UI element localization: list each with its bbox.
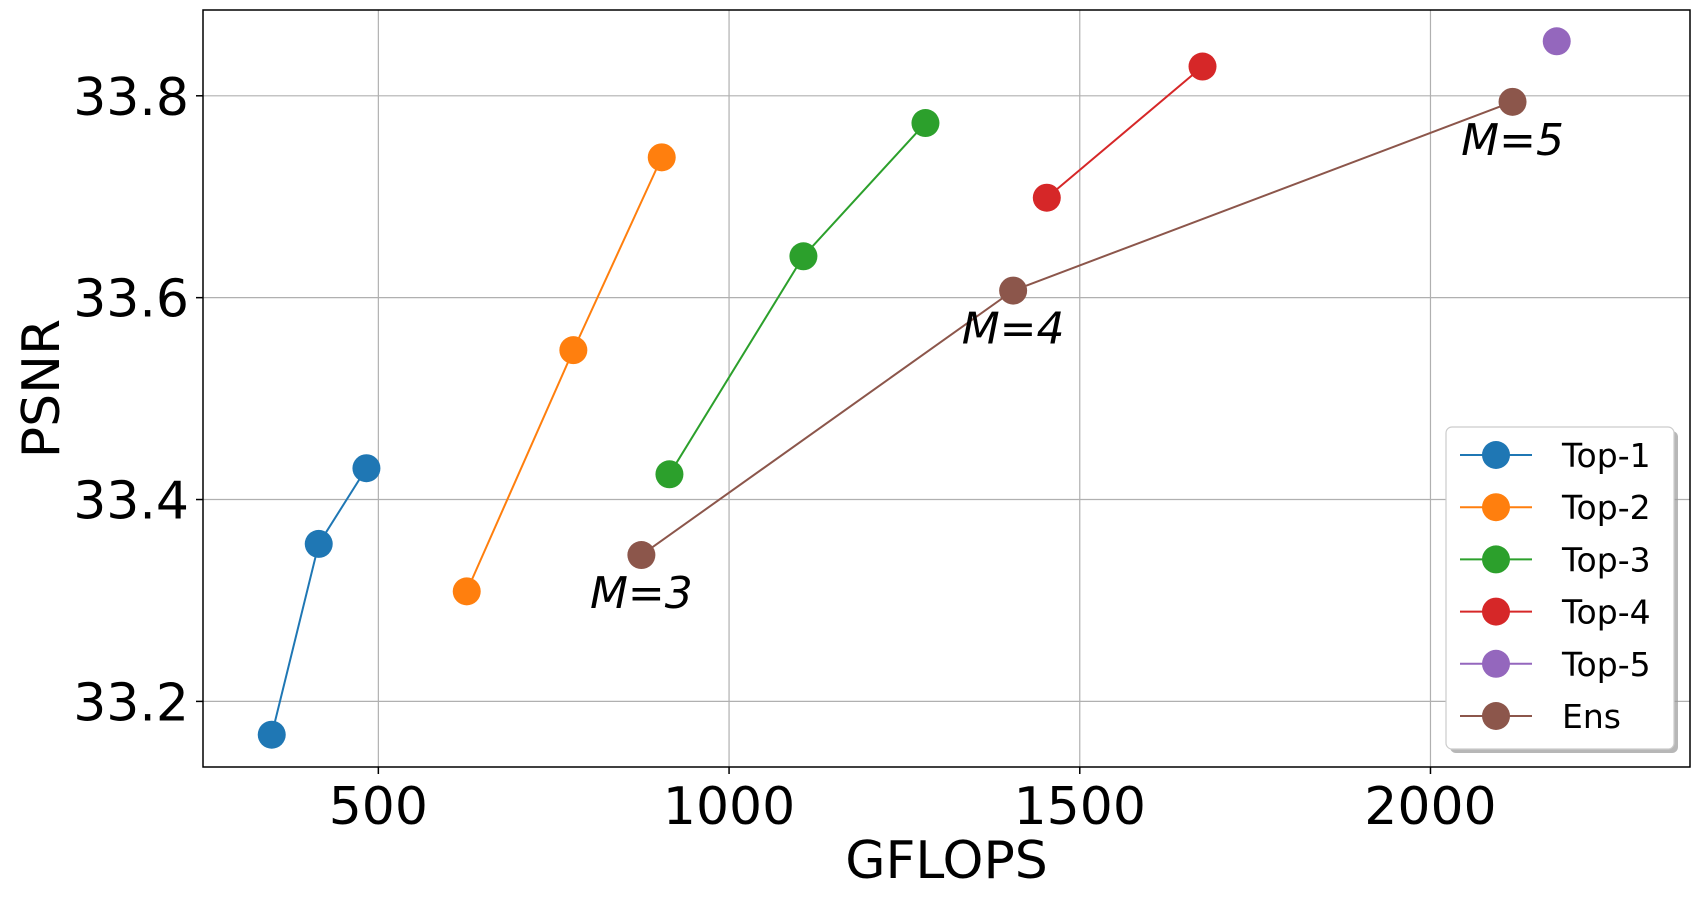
legend: Top-1 Top-2 Top-3 Top-4 Top-5 Ens: [1445, 426, 1678, 753]
data-point: [352, 454, 381, 483]
annotation-label: M=5: [1461, 115, 1564, 166]
data-point: [1032, 183, 1061, 212]
series-line: [640, 100, 1513, 556]
series-layer: [257, 27, 1571, 749]
series-line: [668, 122, 927, 475]
plot-frame: [202, 9, 1691, 768]
tick-layer: 500 1000 1500 2000 33.2 33.4 33.6 33.8: [73, 68, 1496, 837]
legend-marker: [1482, 441, 1510, 469]
legend-label: Top-5: [1561, 645, 1651, 684]
legend-item-top-2: Top-2: [1460, 488, 1651, 527]
data-point: [452, 577, 481, 606]
data-point: [627, 541, 656, 570]
x-axis-label: GFLOPS: [845, 831, 1048, 891]
legend-item-top-5: Top-5: [1460, 645, 1651, 684]
y-tick-label: 33.2: [73, 673, 189, 733]
legend-marker: [1482, 702, 1510, 730]
data-point: [1188, 52, 1217, 81]
legend-marker: [1482, 545, 1510, 574]
series-top-3: [655, 109, 940, 489]
x-tick-label: 2000: [1364, 777, 1496, 837]
legend-item-top-1: Top-1: [1460, 436, 1651, 475]
data-point: [304, 529, 333, 558]
grid-lines: [203, 10, 1690, 767]
legend-item-top-3: Top-3: [1460, 540, 1651, 579]
legend-label: Ens: [1562, 697, 1621, 736]
y-tick-label: 33.4: [73, 472, 189, 532]
series-top-2: [452, 143, 676, 606]
legend-marker: [1482, 597, 1510, 626]
x-tick-label: 1000: [663, 777, 795, 837]
x-tick-label: 500: [329, 777, 428, 837]
y-tick-label: 33.6: [73, 270, 189, 330]
data-point: [655, 460, 684, 489]
series-line: [1046, 65, 1204, 199]
annotation-label: M=3: [590, 568, 693, 619]
legend-label: Top-4: [1561, 593, 1651, 632]
legend-label: Top-1: [1561, 436, 1651, 475]
annotation-label: M=4: [962, 304, 1065, 355]
series-top-5: [1542, 27, 1571, 56]
data-point: [789, 242, 818, 271]
x-tick-label: 1500: [1014, 777, 1146, 837]
data-point: [911, 109, 940, 138]
series-line: [465, 156, 663, 592]
y-tick-label: 33.8: [73, 68, 189, 128]
series-top-1: [257, 454, 381, 749]
data-point: [647, 143, 676, 172]
legend-label: Top-3: [1561, 540, 1651, 579]
annotation-layer: M=3 M=4 M=5: [590, 115, 1564, 619]
data-point: [1498, 87, 1527, 116]
legend-marker: [1482, 649, 1510, 678]
legend-marker: [1482, 493, 1510, 522]
data-point: [559, 336, 588, 365]
series-ens: [627, 87, 1527, 570]
series-line: [270, 467, 368, 735]
series-top-4: [1032, 52, 1217, 212]
y-axis-label: PSNR: [12, 319, 72, 458]
legend-item-top-4: Top-4: [1460, 593, 1651, 632]
legend-item-ens: Ens: [1460, 697, 1621, 736]
legend-box: [1445, 426, 1675, 750]
legend-label: Top-2: [1561, 488, 1651, 527]
data-point: [999, 276, 1028, 305]
data-point: [257, 720, 286, 749]
data-point: [1542, 27, 1571, 56]
